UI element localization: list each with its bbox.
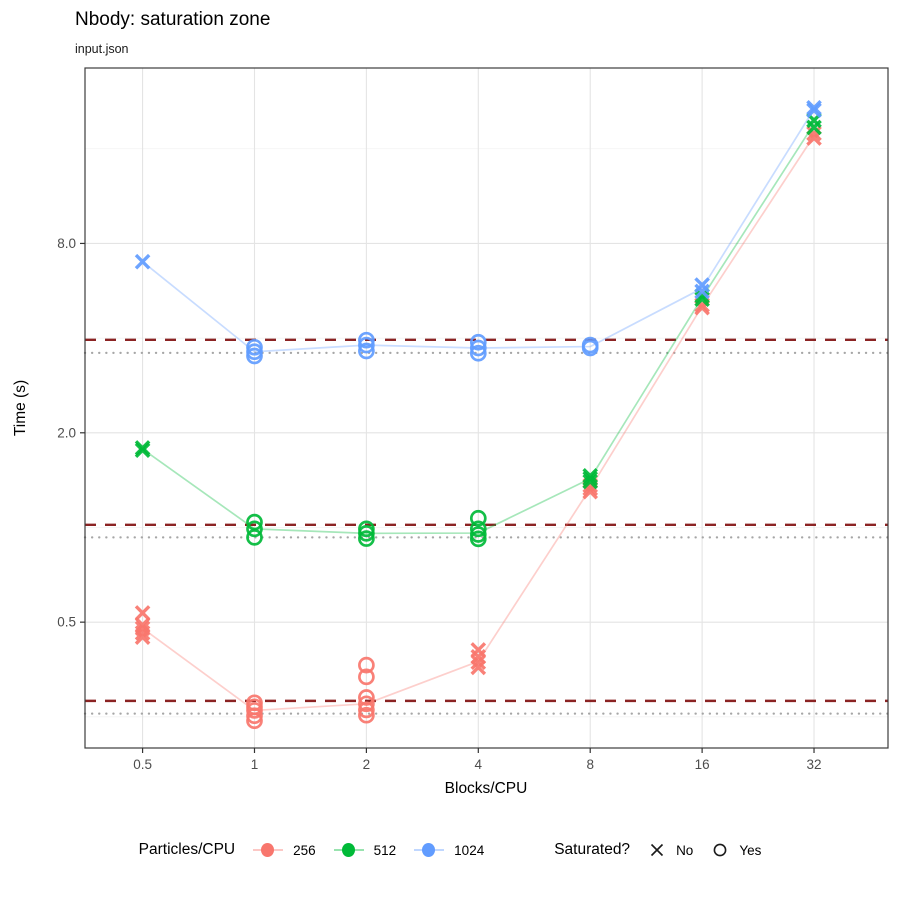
svg-text:0.5: 0.5	[133, 757, 152, 772]
circle-shape-icon	[713, 843, 727, 857]
legend-item-label: 1024	[454, 842, 485, 858]
legend-color-group: Particles/CPU 256 512 1024	[139, 841, 485, 859]
svg-text:8: 8	[586, 757, 594, 772]
svg-text:32: 32	[807, 757, 822, 772]
svg-text:4: 4	[475, 757, 483, 772]
svg-text:0.5: 0.5	[57, 615, 76, 630]
legend-item-1024: 1024	[414, 841, 484, 859]
legend-item-label: 256	[293, 842, 316, 858]
legend-item-not-saturated: No	[648, 841, 693, 859]
svg-text:1: 1	[251, 757, 259, 772]
svg-text:16: 16	[695, 757, 710, 772]
legend-shape-title: Saturated?	[554, 841, 631, 858]
legend: Particles/CPU 256 512 1024 Saturated? No…	[0, 841, 900, 859]
legend-item-label: No	[676, 842, 694, 858]
legend-color-title: Particles/CPU	[138, 841, 236, 858]
series-key-icon	[333, 841, 364, 859]
x-axis-title: Blocks/CPU	[445, 780, 528, 797]
legend-item-saturated: Yes	[711, 841, 761, 859]
plot-subtitle: input.json	[75, 42, 129, 56]
legend-item-256: 256	[253, 841, 316, 859]
series-key-icon	[414, 841, 445, 859]
legend-item-512: 512	[333, 841, 397, 859]
svg-text:8.0: 8.0	[57, 236, 76, 251]
chart-panel: 0.5 1 2 4 8 16 32 0.5 2.0 8.0 Blocks/CPU Time (s)	[12, 67, 890, 797]
y-axis-title: Time (s)	[12, 380, 29, 436]
legend-item-label: 512	[373, 842, 397, 858]
legend-item-label: Yes	[739, 842, 762, 858]
svg-text:2: 2	[363, 757, 371, 772]
legend-shape-group: Saturated? No Yes	[554, 841, 761, 859]
plot-title: Nbody: saturation zone	[75, 9, 271, 30]
series-key-icon	[253, 841, 284, 859]
svg-text:2.0: 2.0	[57, 425, 76, 440]
x-shape-icon	[650, 843, 664, 857]
